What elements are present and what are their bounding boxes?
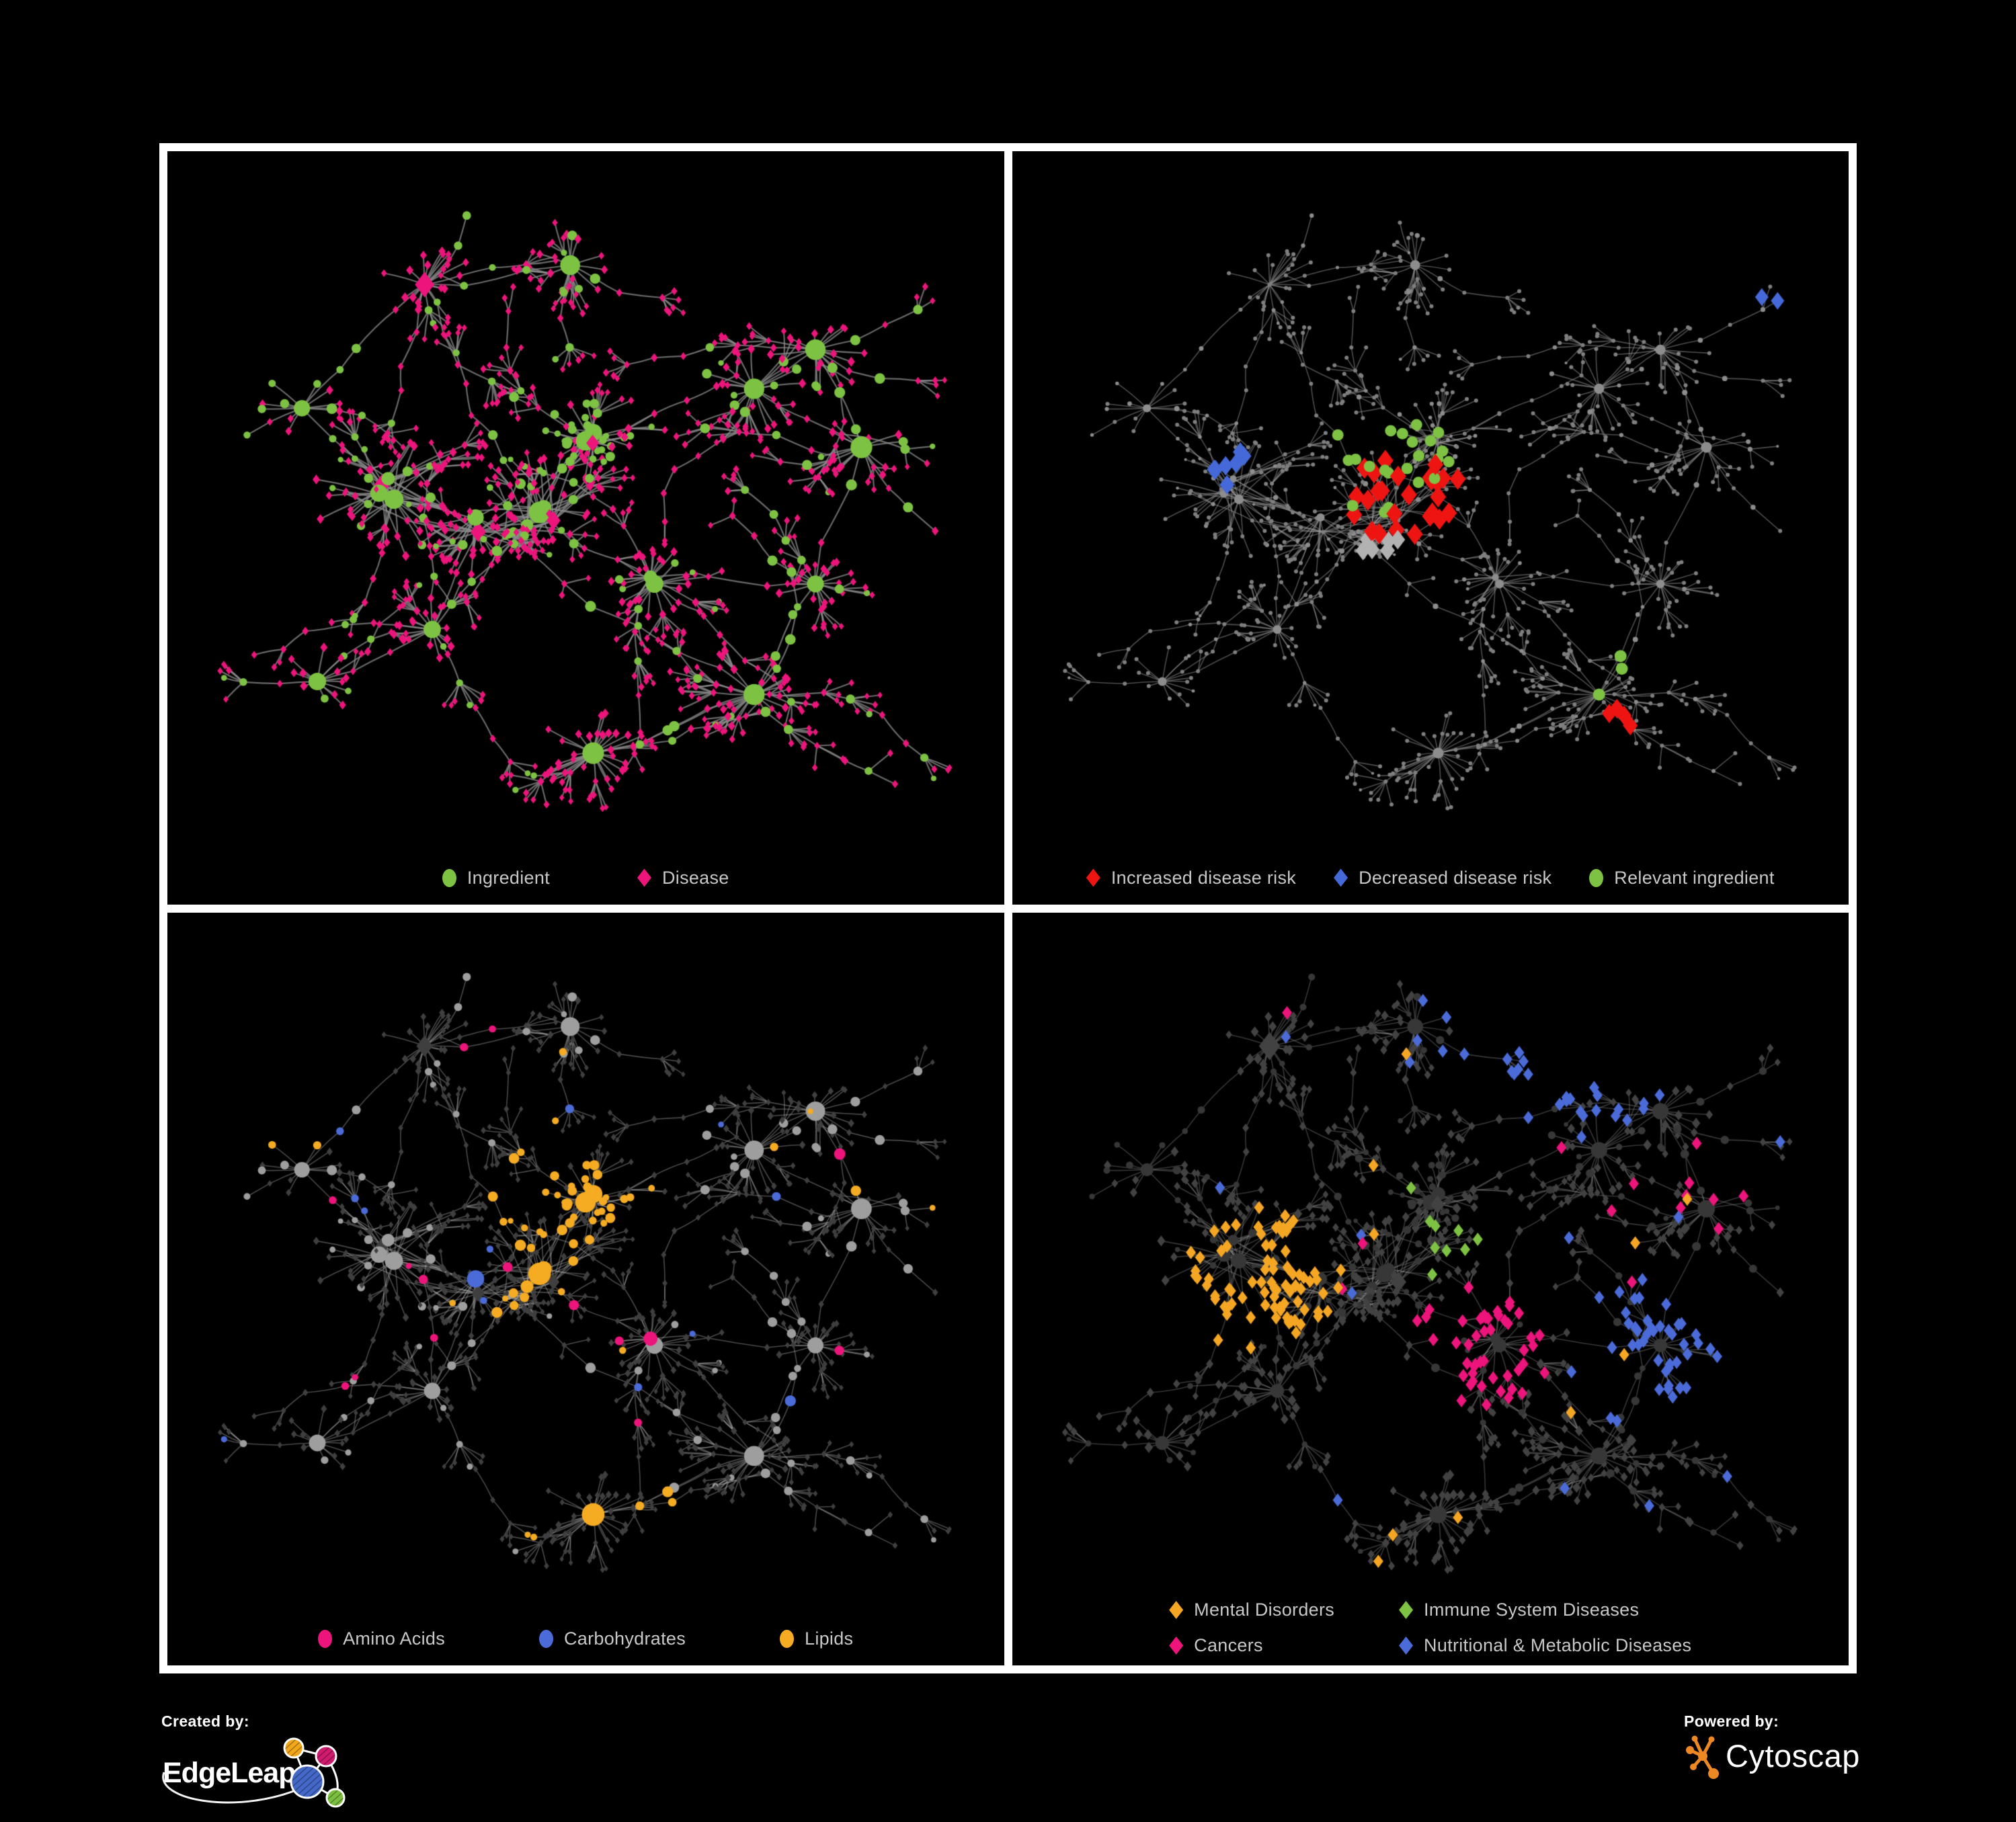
created-by-label: Created by: [161,1712,249,1730]
legend-item: Decreased disease risk [1334,868,1551,888]
legend-swatch-diamond [1334,868,1348,887]
legend-disease-classes: Mental Disorders Immune System Diseases Ca… [1169,1600,1691,1656]
panel-ingredient-disease: Ingredient Disease [167,151,1004,905]
legend-swatch-diamond [1399,1637,1414,1655]
network-canvas-nutrient-classes [167,912,1004,1665]
legend-label: Nutritional & Metabolic Diseases [1424,1635,1692,1655]
network-canvas-disease-risk [1012,151,1849,904]
legend-swatch-diamond [1399,1601,1414,1619]
legend-item: Amino Acids [318,1628,445,1649]
cytoscape-network-glyph [1686,1735,1719,1779]
legend-item: Ingredient [442,868,550,888]
edgeleap-brand-text: EdgeLeap [163,1757,296,1789]
legend-label: Immune System Diseases [1424,1600,1640,1620]
legend-label: Increased disease risk [1111,867,1297,888]
legend-label: Amino Acids [343,1628,445,1649]
edgeleap-node-blue [290,1764,325,1799]
legend-item: Mental Disorders [1169,1600,1334,1620]
network-canvas-disease-classes [1012,912,1849,1665]
legend-swatch-diamond [1086,868,1100,887]
cytoscape-logo: Cytoscape [1686,1735,1859,1779]
network-canvas-ingredient-disease [167,151,1004,904]
legend-item: Relevant ingredient [1589,868,1774,888]
powered-by-block: Powered by: Cytoscape [1684,1712,1859,1788]
legend-label: Relevant ingredient [1614,867,1775,888]
edgeleap-swoosh [162,1772,307,1804]
legend-item: Carbohydrates [539,1628,686,1649]
legend-item: Disease [637,868,729,888]
legend-nutrient-classes: Amino Acids Carbohydrates Lipids [167,1628,1004,1649]
legend-swatch-diamond [637,868,651,887]
panel-disease-classes: Mental Disorders Immune System Diseases Ca… [1012,912,1849,1665]
panel-nutrient-classes: Amino Acids Carbohydrates Lipids [167,912,1004,1665]
legend-item: Immune System Diseases [1399,1600,1639,1620]
legend-label: Disease [661,867,729,888]
legend-swatch-circle [1589,868,1604,887]
panel-grid: Ingredient Disease Increased disease risk… [159,143,1857,1673]
legend-swatch-circle [442,868,456,887]
powered-by-label: Powered by: [1684,1712,1779,1730]
legend-label: Ingredient [467,867,550,888]
legend-ingredient-disease: Ingredient Disease [167,868,1004,888]
legend-item: Increased disease risk [1086,868,1296,888]
edgeleap-logo: EdgeLeap [162,1737,346,1808]
legend-swatch-diamond [1169,1601,1184,1619]
cytoscape-brand-text: Cytoscape [1726,1738,1859,1774]
legend-label: Decreased disease risk [1359,867,1552,888]
edgeleap-node-orange [283,1737,305,1759]
legend-label: Lipids [805,1628,854,1649]
panel-disease-risk: Increased disease risk Decreased disease … [1012,151,1849,905]
legend-item: Nutritional & Metabolic Diseases [1399,1635,1691,1656]
legend-swatch-diamond [1169,1637,1184,1655]
legend-swatch-circle [780,1630,794,1648]
legend-item: Cancers [1169,1635,1263,1656]
legend-label: Cancers [1194,1635,1263,1655]
legend-swatch-circle [318,1630,333,1648]
legend-disease-risk: Increased disease risk Decreased disease … [1012,868,1849,888]
legend-item: Lipids [780,1628,853,1649]
legend-swatch-circle [539,1630,553,1648]
edgeleap-node-pink [315,1745,337,1768]
edgeleap-node-green [325,1788,346,1808]
legend-label: Mental Disorders [1194,1600,1335,1620]
legend-label: Carbohydrates [564,1628,686,1649]
created-by-block: Created by: EdgeLeap [161,1712,363,1822]
